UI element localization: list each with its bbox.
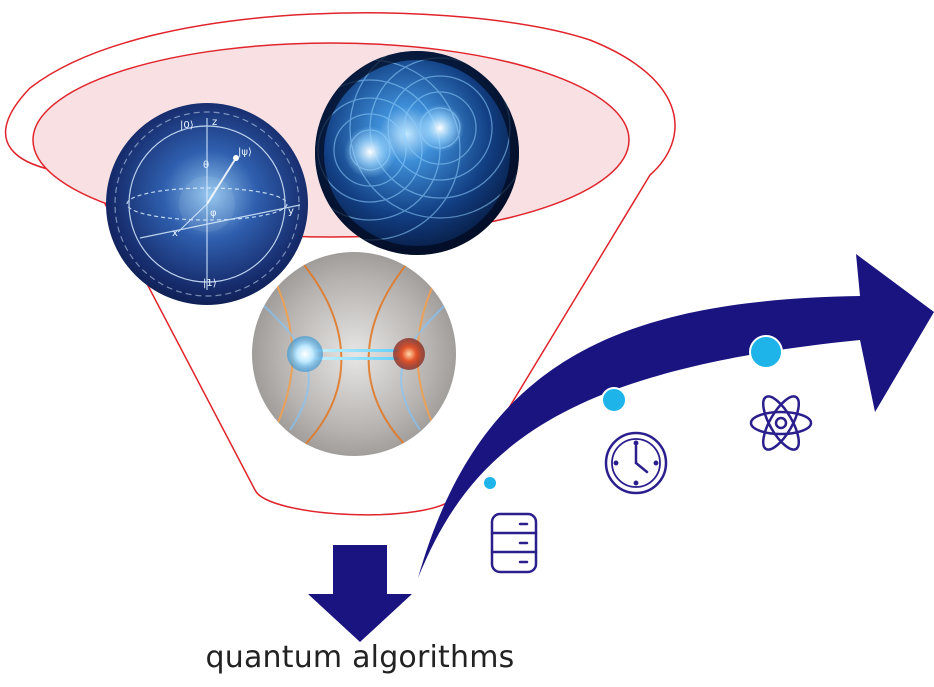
ket-psi-label: |ψ⟩ (238, 147, 252, 158)
atom-icon (749, 395, 813, 451)
milestone-marker-small (482, 475, 498, 491)
y-axis-label: y (288, 206, 294, 217)
milestone-marker-medium (601, 387, 627, 413)
phi-label: φ (210, 208, 217, 219)
x-axis-label: x (172, 228, 178, 239)
down-arrow (308, 545, 412, 642)
entanglement-image (252, 252, 456, 456)
caption-quantum-algorithms: quantum algorithms (205, 640, 515, 675)
bloch-sphere-image: |0⟩ z |ψ⟩ y x θ φ |1⟩ (106, 103, 308, 305)
clock-icon (604, 431, 668, 495)
ket-one-label: |1⟩ (203, 278, 217, 289)
theta-label: θ (203, 160, 209, 171)
database-icon (490, 512, 538, 574)
milestone-marker-large (749, 335, 783, 369)
progress-arrow (418, 254, 934, 578)
z-axis-label: z (212, 117, 217, 128)
ket-zero-label: |0⟩ (180, 120, 194, 131)
wave-interference-image (315, 51, 519, 255)
